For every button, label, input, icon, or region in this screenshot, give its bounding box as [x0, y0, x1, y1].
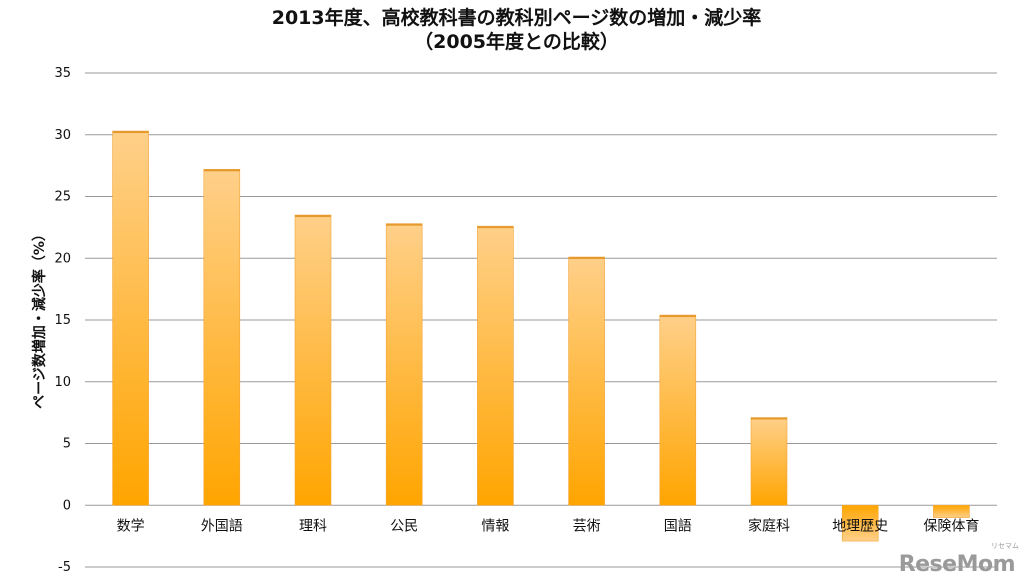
bar-理科	[294, 214, 332, 506]
bar-芸術	[568, 256, 605, 506]
x-tick-label: 情報	[481, 518, 509, 534]
bar-保険体育	[933, 504, 970, 518]
bar-top-edge	[112, 131, 149, 134]
chart-title-block: 2013年度、高校教科書の教科別ページ数の増加・減少率 （2005年度との比較）	[0, 6, 1033, 54]
bar-国語	[659, 314, 697, 506]
y-tick-label: 15	[54, 313, 71, 328]
bar-top-edge	[477, 226, 514, 229]
bar-家庭科	[750, 417, 788, 506]
x-tick-label: 公民	[390, 518, 418, 534]
bar-数学	[112, 130, 149, 506]
x-tick-label: 地理歴史	[832, 518, 888, 534]
y-tick-label: 25	[54, 190, 71, 205]
x-tick-label: 数学	[117, 518, 145, 534]
y-tick-label: 10	[54, 375, 71, 390]
x-tick-label: 芸術	[573, 518, 601, 534]
y-tick-label: 30	[54, 128, 71, 143]
bar-公民	[385, 223, 423, 506]
bar-top-edge	[568, 257, 605, 260]
chart-subtitle: （2005年度との比較）	[414, 31, 619, 53]
y-tick-label: 35	[54, 66, 71, 81]
bar-top-edge	[751, 417, 787, 420]
watermark-logo: ReseMom	[898, 552, 1016, 577]
x-tick-label: 保険体育	[923, 518, 979, 534]
bar-top-edge	[386, 223, 423, 226]
x-tick-label: 理科	[299, 518, 327, 534]
y-tick-label: 5	[63, 437, 71, 452]
bar-top-edge	[659, 315, 696, 318]
bar-情報	[477, 225, 514, 506]
bar-top-edge	[203, 169, 240, 172]
y-tick-label: 20	[54, 251, 71, 266]
bar-地理歴史	[841, 504, 879, 542]
x-tick-label: 外国語	[201, 518, 243, 534]
y-tick-label: -5	[58, 560, 71, 575]
x-tick-label: 家庭科	[748, 517, 790, 534]
chart-title: 2013年度、高校教科書の教科別ページ数の増加・減少率	[271, 7, 762, 29]
bar-top-edge	[295, 215, 331, 218]
x-tick-label: 国語	[664, 518, 692, 534]
watermark-subtext: リセマム	[991, 542, 1019, 550]
y-tick-label: 0	[63, 498, 71, 513]
bar-外国語	[203, 169, 241, 506]
